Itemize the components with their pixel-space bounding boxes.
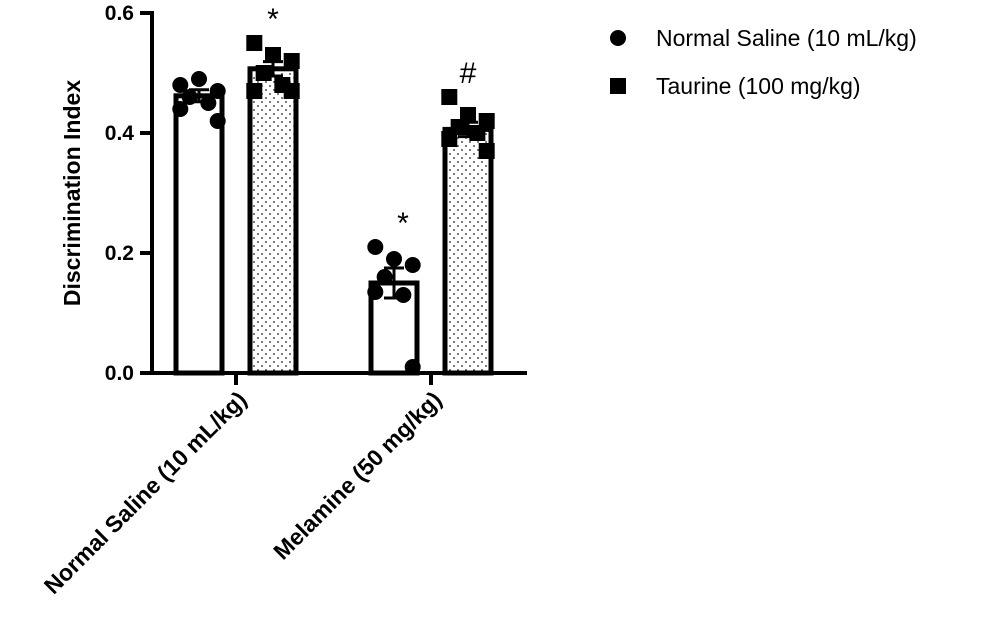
significance-marker: # [460,57,477,90]
data-point-square [265,47,281,63]
legend-marker-circle [610,30,626,46]
data-point-circle [395,287,412,303]
bar-taurine-melamine [442,126,494,376]
data-point-circle [200,95,217,111]
data-point-square [469,125,486,141]
y-tick-label: 0.0 [105,362,134,385]
y-axis-title: Discrimination Index [59,80,85,306]
significance-marker: * [397,207,409,240]
significance-marker: * [267,3,279,36]
data-point-circle [181,89,198,105]
data-point-circle [367,239,384,255]
category-label: Normal Saline (10 mL/kg) [39,386,252,599]
data-point-square [478,143,495,159]
bars-layer [173,60,494,376]
data-point-circle [191,71,207,87]
data-point-circle [386,251,402,267]
data-point-square [441,89,458,105]
legend-label: Taurine (100 mg/kg) [656,73,861,99]
data-point-square [246,83,263,99]
data-point-square [283,53,300,69]
data-point-circle [404,257,421,273]
data-point-circle [172,101,189,117]
y-tick-label: 0.4 [105,122,135,145]
y-tick-label: 0.6 [105,2,134,25]
y-tick-label: 0.2 [105,242,134,265]
data-point-square [255,65,272,81]
legend-label: Normal Saline (10 mL/kg) [656,25,917,51]
data-point-square [441,131,458,147]
axes-layer [140,11,527,385]
data-point-square [283,83,300,99]
data-point-circle [209,113,226,129]
data-point-circle [209,83,226,99]
legend-marker-square [610,78,626,94]
data-point-circle [376,269,393,285]
points-layer [172,35,495,375]
data-point-circle [172,77,189,93]
bar-saline-control [173,93,225,376]
bar-taurine-control [247,66,299,376]
legend: Normal Saline (10 mL/kg) Taurine (100 mg/… [610,25,917,99]
data-point-circle [367,284,384,300]
category-label: Melamine (50 mg/kg) [268,386,446,564]
data-point-square [246,35,263,51]
